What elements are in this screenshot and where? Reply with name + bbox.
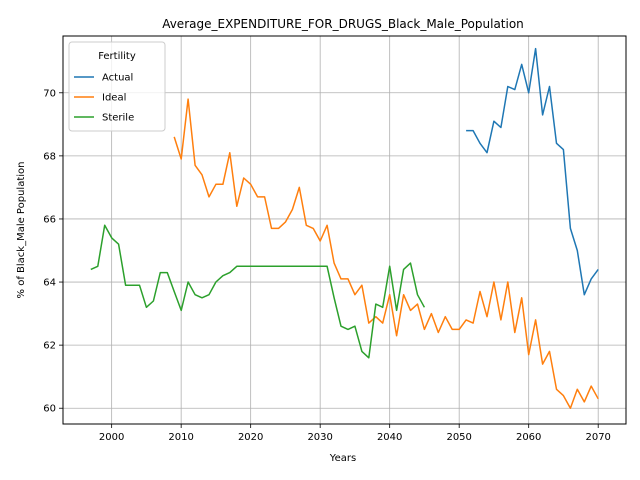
x-tick-label: 2070 xyxy=(585,432,610,443)
y-tick-label: 60 xyxy=(43,404,56,415)
x-tick-label: 2060 xyxy=(516,432,541,443)
legend-title: Fertility xyxy=(98,51,136,62)
x-tick-label: 2000 xyxy=(99,432,124,443)
y-tick-label: 64 xyxy=(43,278,56,289)
chart-title: Average_EXPENDITURE_FOR_DRUGS_Black_Male… xyxy=(162,17,524,31)
legend-label-ideal: Ideal xyxy=(102,93,126,104)
plot-frame xyxy=(62,35,627,425)
x-tick-label: 2030 xyxy=(307,432,332,443)
y-tick-label: 62 xyxy=(43,341,56,352)
grid xyxy=(63,36,626,424)
legend-box xyxy=(68,41,166,132)
y-axis: 60 62 64 66 68 70 xyxy=(43,88,63,415)
x-tick-label: 2040 xyxy=(377,432,402,443)
y-tick-label: 68 xyxy=(43,151,56,162)
x-tick-label: 2010 xyxy=(168,432,193,443)
x-axis: 2000 2010 2020 2030 2040 2050 2060 2070 xyxy=(99,424,611,443)
y-axis-label: % of Black_Male Population xyxy=(16,162,27,299)
x-axis-label: Years xyxy=(329,453,356,464)
series-lines xyxy=(90,47,599,409)
y-tick-label: 66 xyxy=(43,214,56,225)
series-line-actual xyxy=(466,47,599,296)
series-line-ideal xyxy=(173,98,599,409)
y-tick-label: 70 xyxy=(43,88,56,99)
legend-label-actual: Actual xyxy=(102,73,133,84)
series-line-sterile xyxy=(90,224,426,359)
x-tick-label: 2020 xyxy=(238,432,263,443)
legend: Fertility Actual Ideal Sterile xyxy=(68,41,166,132)
legend-label-sterile: Sterile xyxy=(102,113,134,124)
x-tick-label: 2050 xyxy=(446,432,471,443)
